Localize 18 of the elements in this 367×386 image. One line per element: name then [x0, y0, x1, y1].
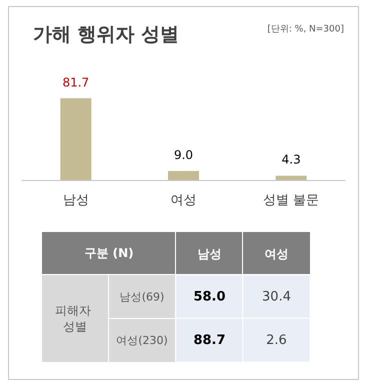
x-tick-label: 남성 — [198, 247, 222, 261]
y-tick-label: 여성(230) — [116, 334, 168, 347]
chart-title: 가해 행위자 성별 — [33, 24, 180, 46]
data-label: 2.6 — [266, 332, 287, 348]
y-tick-label: 남성(69) — [120, 290, 164, 304]
x-tick-label: 여성 — [264, 247, 288, 261]
data-label: 88.7 — [193, 332, 226, 348]
data-label: 9.0 — [174, 148, 194, 162]
chart-subtitle: [단위: %, N=300] — [267, 24, 344, 34]
x-tick-label: 여성 — [170, 193, 196, 208]
data-label: 30.4 — [262, 289, 291, 304]
text: 구분 (N) — [84, 246, 134, 260]
data-label: 58.0 — [193, 289, 226, 304]
x-tick-label: 성별 불문 — [263, 193, 320, 208]
x-tick-label: 남성 — [62, 193, 89, 208]
data-label: 4.3 — [282, 152, 301, 167]
y-axis-title: 피해자 성별 — [55, 304, 95, 334]
data-label: 81.7 — [62, 75, 90, 90]
